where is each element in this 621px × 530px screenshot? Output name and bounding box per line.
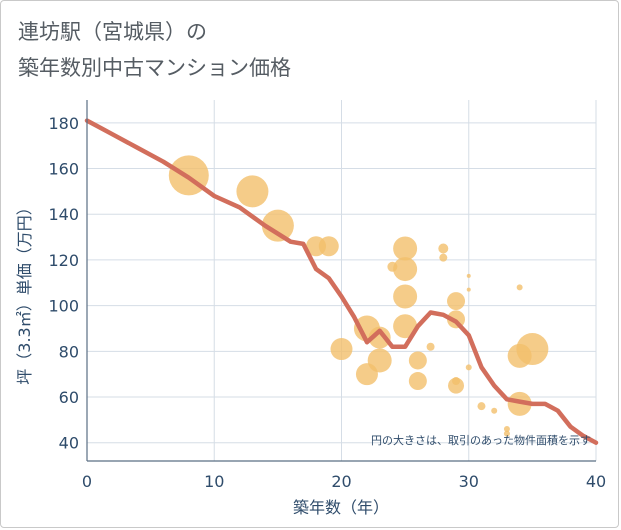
x-axis-label: 築年数（年） xyxy=(293,498,389,517)
x-tick-label: 30 xyxy=(459,472,479,491)
data-bubble xyxy=(368,326,391,349)
title-line-1: 連坊駅（宮城県）の xyxy=(18,20,207,44)
data-bubble xyxy=(367,348,392,373)
data-bubble xyxy=(318,236,339,257)
data-bubble xyxy=(261,209,294,242)
y-tick-label: 40 xyxy=(59,434,79,453)
y-tick-label: 80 xyxy=(59,342,79,361)
data-bubble xyxy=(491,407,498,414)
trend-line-group xyxy=(84,118,599,445)
data-bubble xyxy=(466,287,471,292)
data-bubble xyxy=(452,377,461,386)
trend-line xyxy=(84,118,599,445)
data-bubble xyxy=(465,364,472,371)
bubble-series xyxy=(168,155,549,437)
y-tick-label: 140 xyxy=(48,205,79,224)
data-bubble xyxy=(448,377,465,394)
data-bubble xyxy=(393,314,418,339)
data-bubble xyxy=(503,430,510,437)
data-bubble xyxy=(393,236,418,261)
data-bubble xyxy=(503,426,510,433)
data-bubble xyxy=(477,402,486,411)
data-bubble xyxy=(393,257,418,282)
size-annotation: 円の大きさは、取引のあった物件面積を示す xyxy=(371,433,591,447)
data-bubble xyxy=(236,175,269,208)
x-tick-label: 40 xyxy=(586,472,606,491)
data-bubble xyxy=(466,273,471,278)
chart-title: 連坊駅（宮城県）の 築年数別中古マンション価格 xyxy=(18,14,291,86)
y-axis-label: 坪（3.3㎡）単価（万円） xyxy=(15,199,34,384)
x-tick-label: 20 xyxy=(331,472,351,491)
y-tick-label: 180 xyxy=(48,114,79,133)
axes: 0 10 20 30 40 40 60 80 100 120 140 160 180 xyxy=(48,100,606,491)
data-bubble xyxy=(426,342,435,351)
data-bubble xyxy=(439,253,448,262)
data-bubble xyxy=(516,333,549,366)
data-bubble xyxy=(447,292,466,311)
y-tick-label: 120 xyxy=(48,251,79,270)
data-bubble xyxy=(516,284,523,291)
title-line-2: 築年数別中古マンション価格 xyxy=(18,56,291,80)
data-bubble xyxy=(408,372,427,391)
data-bubble xyxy=(393,284,418,309)
y-tick-label: 100 xyxy=(48,297,79,316)
y-tick-label: 160 xyxy=(48,160,79,179)
x-tick-label: 10 xyxy=(204,472,224,491)
data-bubble xyxy=(330,338,353,361)
data-bubble xyxy=(408,351,427,370)
y-tick-label: 60 xyxy=(59,388,79,407)
x-tick-label: 0 xyxy=(82,472,92,491)
data-bubble xyxy=(438,243,449,254)
